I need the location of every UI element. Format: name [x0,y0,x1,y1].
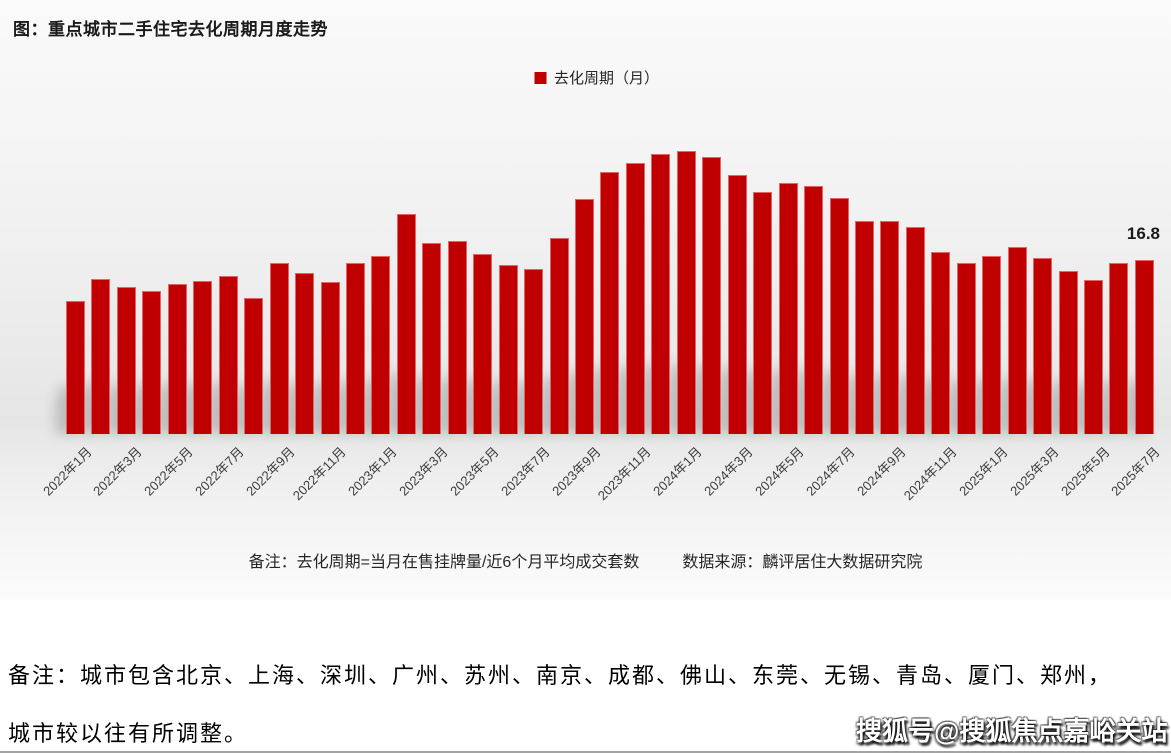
bar [295,273,315,434]
bar [447,241,467,434]
bar [956,263,976,434]
bar [1109,263,1129,434]
footnote-line-2: 城市较以往有所调整。 [8,721,249,746]
chart-legend: 去化周期（月） [533,67,660,88]
bar [575,199,594,434]
legend-label: 去化周期（月） [553,70,660,87]
bar [91,279,111,434]
bar [524,269,544,434]
bar [625,163,645,434]
bar [66,301,85,434]
footnote-line-1: 备注：城市包含北京、上海、深圳、广州、苏州、南京、成都、佛山、东莞、无锡、青岛、… [8,663,1113,688]
watermark: 搜狐号@搜狐焦点嘉峪关站 [856,716,1168,746]
bar [1033,258,1053,434]
bar [727,175,747,434]
bar [142,291,162,434]
bar [804,186,824,434]
bar [422,243,442,434]
bar [345,263,365,434]
bar [676,151,696,434]
bar [193,281,213,434]
bar [651,154,671,434]
bar [600,172,620,434]
bar [371,256,391,434]
bar [167,284,187,434]
bar [880,221,900,434]
bar [549,238,569,434]
bar [778,183,798,434]
bar [218,276,238,434]
bar [702,157,722,434]
last-bar-value-label: 16.8 [1126,224,1160,243]
bar [498,265,518,434]
bar [829,198,849,434]
chart-title: 图：重点城市二手住宅去化周期月度走势 [13,20,328,39]
plot-area: 16.8 [56,151,1160,434]
bar [116,287,136,434]
legend-swatch-icon [533,71,546,84]
bar [753,192,773,434]
destocking-cycle-chart: 图：重点城市二手住宅去化周期月度走势 去化周期（月） 16.8 2022年1月 2… [0,0,1171,600]
bar [473,254,493,434]
chart-note-source: 数据来源：麟评居住大数据研究院 [682,554,923,571]
bar [320,282,340,434]
bar [1058,271,1078,434]
bar [244,298,264,434]
bar [1007,247,1027,434]
bar [1084,280,1103,434]
bottom-divider [0,751,1171,753]
chart-note-formula: 备注：去化周期=当月在售挂牌量/近6个月平均成交套数 [248,554,640,571]
bar [931,252,951,434]
bar [396,214,416,434]
bar [854,221,874,434]
bar [269,263,289,434]
bar [982,256,1002,434]
bar [905,227,925,434]
x-axis: 2022年1月 2022年3月 2022年5月 2022年7月 2022年9月 2022年… [0,434,1171,546]
bar [1134,260,1154,434]
chart-notes: 备注：去化周期=当月在售挂牌量/近6个月平均成交套数 数据来源：麟评居住大数据研… [0,548,1171,572]
